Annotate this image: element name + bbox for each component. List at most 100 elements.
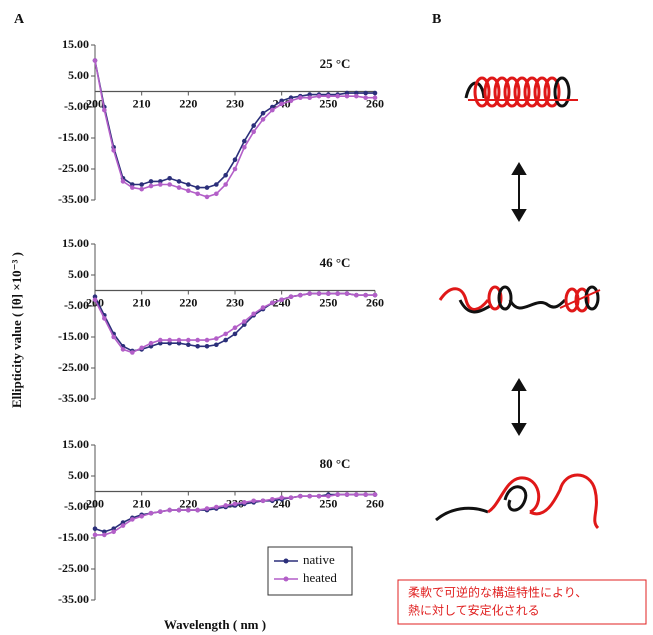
data-point xyxy=(316,493,322,499)
data-point xyxy=(326,493,331,499)
data-point xyxy=(270,496,275,502)
helix-partial xyxy=(438,285,601,314)
data-point xyxy=(372,292,378,298)
data-point xyxy=(102,107,107,113)
series-line xyxy=(94,60,375,198)
data-point xyxy=(120,347,126,352)
data-point xyxy=(214,336,219,341)
data-point xyxy=(354,292,359,298)
data-point xyxy=(102,532,107,538)
legend-box xyxy=(267,546,353,596)
x-tick-label: 260 xyxy=(366,496,384,510)
y-tick-label: 5.00 xyxy=(68,468,89,482)
annotation: 25 °C xyxy=(320,56,351,71)
data-point xyxy=(251,123,256,128)
data-point xyxy=(223,337,228,343)
data-point xyxy=(167,507,172,513)
data-point xyxy=(167,176,172,181)
data-point xyxy=(232,157,238,162)
data-point xyxy=(186,188,191,193)
y-tick-label: 15.00 xyxy=(62,437,89,451)
data-point xyxy=(251,498,256,504)
data-point xyxy=(186,342,191,348)
data-point xyxy=(326,291,331,296)
data-point xyxy=(270,300,275,306)
data-point xyxy=(242,138,247,144)
data-point xyxy=(186,182,191,187)
x-tick-label: 230 xyxy=(226,295,244,309)
data-point xyxy=(148,340,154,346)
legend-label: heated xyxy=(303,570,337,585)
data-point xyxy=(195,191,200,197)
data-point xyxy=(298,493,303,499)
data-point xyxy=(288,294,294,300)
data-point xyxy=(158,182,163,187)
y-tick-label: -15.00 xyxy=(58,130,89,144)
x-axis-label: Wavelength ( nm ) xyxy=(164,617,266,632)
data-point xyxy=(214,182,219,187)
data-point xyxy=(167,182,172,187)
data-point xyxy=(260,110,266,116)
data-point xyxy=(242,500,247,505)
data-point xyxy=(111,148,116,153)
data-point xyxy=(260,117,266,122)
data-point xyxy=(344,291,350,296)
data-point xyxy=(130,517,135,522)
y-tick-label: -25.00 xyxy=(58,360,89,374)
data-point xyxy=(176,507,182,513)
data-point xyxy=(354,93,359,99)
x-tick-label: 250 xyxy=(319,496,337,510)
data-point xyxy=(260,305,266,310)
data-point xyxy=(139,514,144,519)
y-tick-label: -5.00 xyxy=(64,99,89,113)
data-point xyxy=(363,90,368,96)
data-point xyxy=(195,185,200,190)
data-point xyxy=(279,297,284,303)
data-point xyxy=(195,337,200,343)
data-point xyxy=(316,93,322,99)
data-point xyxy=(204,344,210,349)
annotation: 80 °C xyxy=(320,456,351,471)
x-tick-label: 220 xyxy=(179,96,197,110)
y-tick-label: -15.00 xyxy=(58,329,89,343)
data-point xyxy=(158,509,163,514)
y-tick-label: -35.00 xyxy=(58,192,89,206)
y-tick-label: -25.00 xyxy=(58,561,89,575)
data-point xyxy=(92,532,98,538)
data-point xyxy=(223,172,228,178)
data-point xyxy=(307,95,312,100)
data-point xyxy=(111,529,116,535)
legend-marker xyxy=(283,576,289,582)
data-point xyxy=(204,337,210,343)
data-point xyxy=(204,194,210,200)
data-point xyxy=(120,179,126,184)
data-point xyxy=(92,58,98,63)
data-point xyxy=(158,337,163,343)
x-tick-label: 250 xyxy=(319,96,337,110)
y-tick-label: -25.00 xyxy=(58,161,89,175)
note-text: 柔軟で可逆的な構造特性により、 xyxy=(408,585,587,600)
data-point xyxy=(270,107,275,113)
data-point xyxy=(92,526,98,531)
y-tick-label: 15.00 xyxy=(62,37,89,51)
data-point xyxy=(92,297,98,303)
data-point xyxy=(232,166,238,172)
data-point xyxy=(214,191,219,197)
data-point xyxy=(223,182,228,187)
data-point xyxy=(139,345,144,351)
data-point xyxy=(214,504,219,510)
legend-marker xyxy=(283,558,289,564)
data-point xyxy=(298,292,303,298)
data-point xyxy=(298,95,303,100)
arrow xyxy=(511,162,527,436)
x-tick-label: 260 xyxy=(366,295,384,309)
data-point xyxy=(232,331,238,337)
data-point xyxy=(223,331,228,337)
data-point xyxy=(279,495,284,501)
data-point xyxy=(176,179,182,184)
data-point xyxy=(251,129,256,135)
data-point xyxy=(307,493,312,499)
data-point xyxy=(232,501,238,507)
x-tick-label: 220 xyxy=(179,295,197,309)
